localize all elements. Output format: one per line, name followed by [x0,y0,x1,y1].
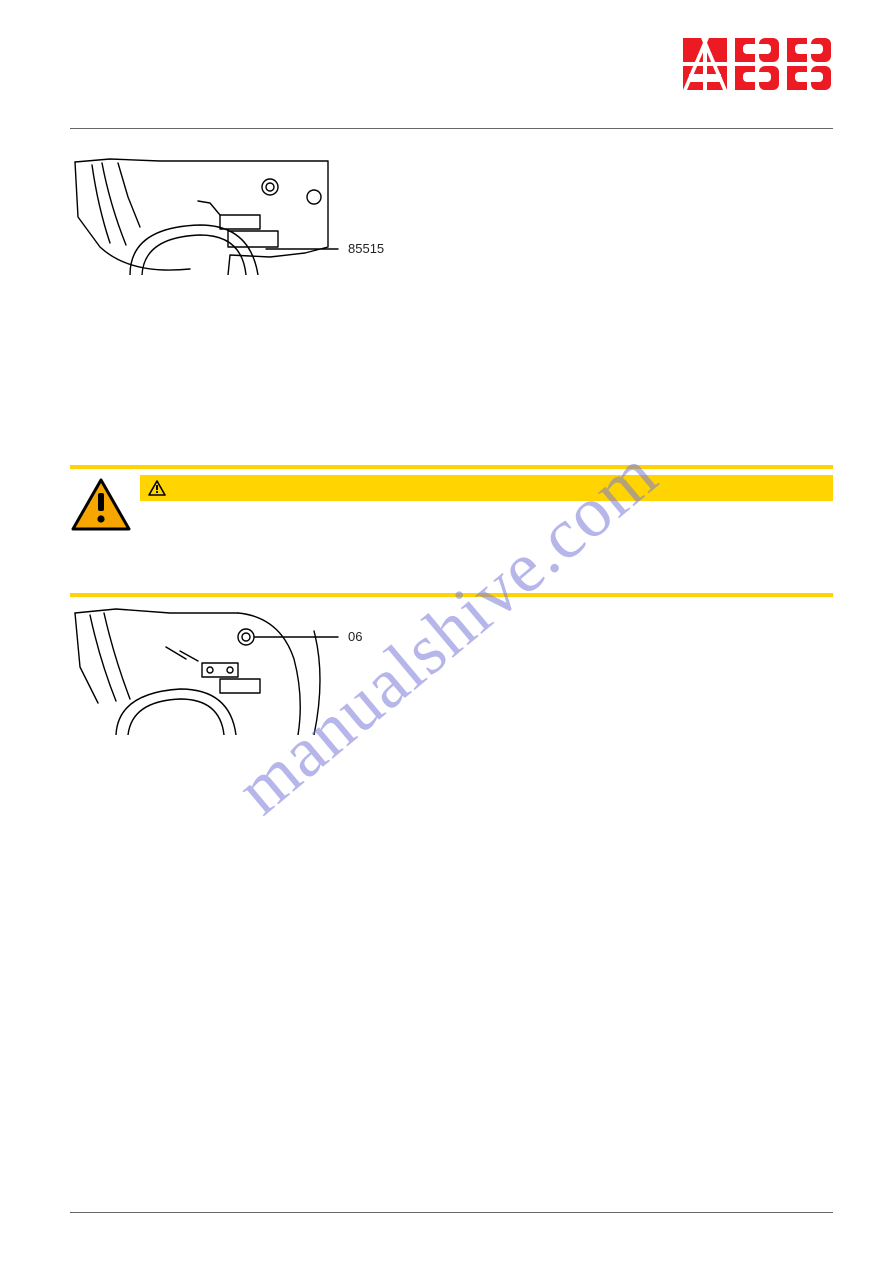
figure-top-callout: 85515 [348,241,384,256]
warning-triangle-icon [70,475,140,538]
warning-title-strip [140,475,833,501]
header-rule [70,128,833,129]
warning-body [140,501,833,579]
figure-bottom-callout: 06 [348,629,362,644]
warning-block [70,465,833,597]
brand-logo [683,38,833,90]
warning-bottom-bar [70,593,833,597]
warning-top-bar [70,465,833,469]
figure-bottom: 06 [70,607,410,735]
footer-rule [70,1212,833,1213]
figure-top: 85515 [70,157,410,275]
